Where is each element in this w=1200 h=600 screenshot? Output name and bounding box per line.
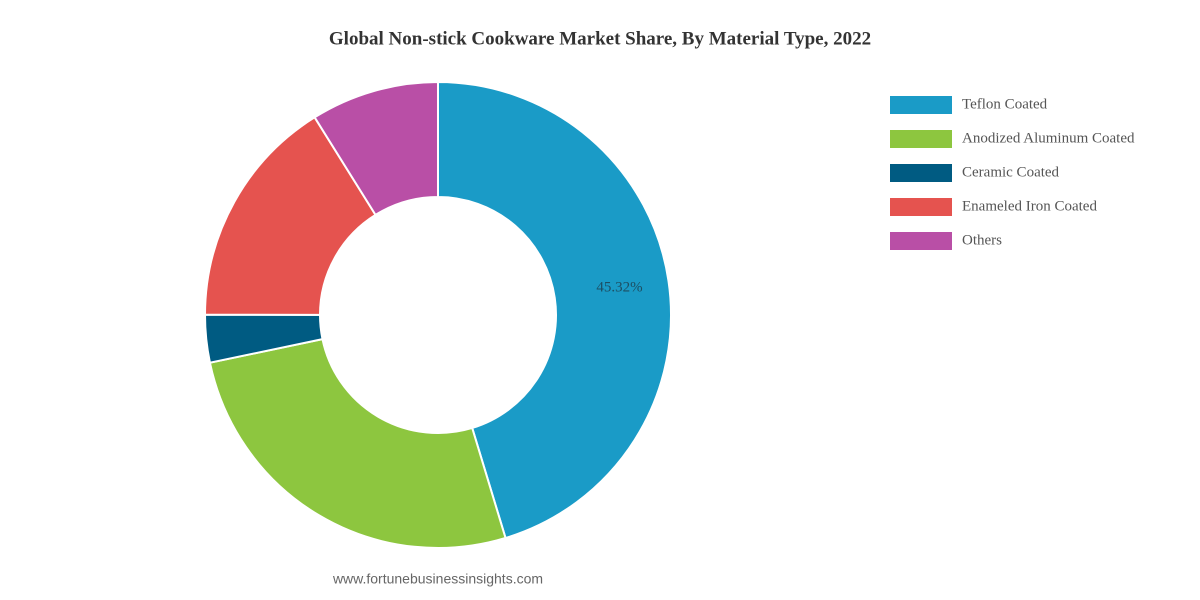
legend-label: Enameled Iron Coated — [962, 198, 1097, 214]
legend-swatch — [890, 130, 952, 148]
legend-label: Teflon Coated — [962, 96, 1048, 112]
legend-label: Anodized Aluminum Coated — [962, 130, 1135, 146]
legend-swatch — [890, 96, 952, 114]
legend-label: Others — [962, 232, 1002, 248]
legend-swatch — [890, 232, 952, 250]
donut-slice — [208, 337, 507, 549]
legend-swatch — [890, 164, 952, 182]
value-label: 45.32% — [596, 280, 642, 296]
donut-slice — [203, 115, 377, 316]
source: www.fortunebusinessinsights.com — [332, 571, 543, 587]
legend-label: Ceramic Coated — [962, 164, 1060, 180]
legend-swatch — [890, 198, 952, 216]
donut-slice — [437, 80, 672, 540]
chart-title: Global Non-stick Cookware Market Share, … — [329, 28, 871, 49]
donut-slice — [313, 80, 439, 217]
